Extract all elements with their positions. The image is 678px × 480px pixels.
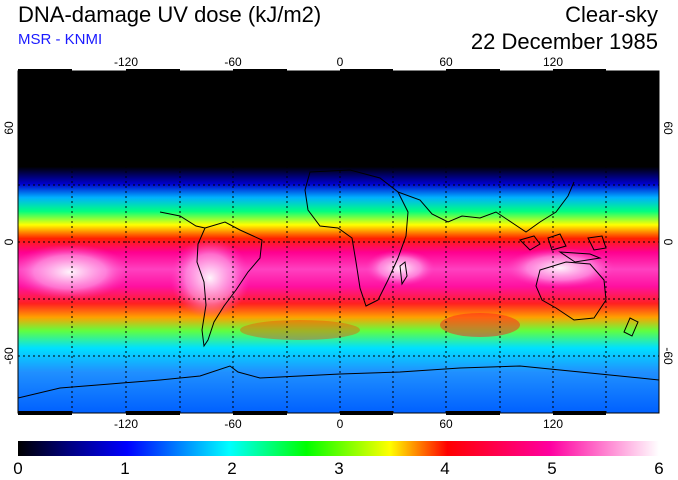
colorbar-label-0: 0 — [13, 459, 22, 478]
lon-label-top-0: 0 — [337, 55, 344, 69]
colorbar-label-6: 6 — [654, 459, 663, 478]
colorbar-label-5: 5 — [547, 459, 556, 478]
lon-label-bottom-e60: 60 — [439, 417, 453, 431]
map-frame — [17, 70, 660, 414]
colorbar-label-4: 4 — [440, 459, 449, 478]
lon-label-bottom-w60: -60 — [224, 417, 242, 431]
frame-ticks — [18, 69, 606, 415]
coastlines — [18, 169, 659, 399]
lon-label-top-e60: 60 — [439, 55, 453, 69]
colorbar — [18, 441, 659, 456]
lon-label-bottom-w120: -120 — [114, 417, 138, 431]
lon-label-bottom-0: 0 — [337, 417, 344, 431]
colorbar-label-2: 2 — [227, 459, 236, 478]
date-label: 22 December 1985 — [470, 29, 658, 54]
lon-label-top-w120: -120 — [114, 55, 138, 69]
colorbar-label-1: 1 — [120, 459, 129, 478]
lon-label-top-w60: -60 — [224, 55, 242, 69]
lon-label-bottom-e120: 120 — [543, 417, 563, 431]
lat-label-left-s60: -60 — [2, 347, 16, 365]
lat-label-left-0: 0 — [2, 238, 16, 245]
chart-title: DNA-damage UV dose (kJ/m2) — [18, 2, 322, 27]
lon-label-top-e120: 120 — [543, 55, 563, 69]
colorbar-label-3: 3 — [334, 459, 343, 478]
lat-label-left-n60: 60 — [2, 121, 16, 135]
lat-label-right-s60: -60 — [661, 347, 675, 365]
lat-label-right-n60: 60 — [661, 121, 675, 135]
sky-condition-label: Clear-sky — [565, 2, 658, 27]
lat-label-right-0: 0 — [661, 239, 675, 246]
source-label: MSR - KNMI — [18, 31, 103, 48]
graticule — [18, 71, 659, 413]
